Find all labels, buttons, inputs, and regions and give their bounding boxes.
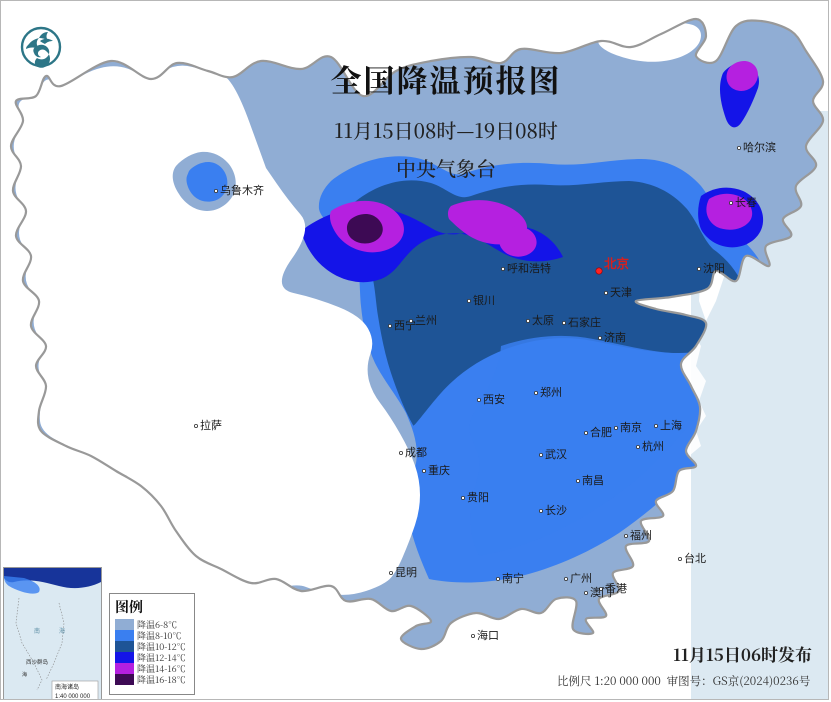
- svg-text:杭州: 杭州: [642, 439, 664, 453]
- svg-text:郑州: 郑州: [540, 385, 562, 399]
- svg-text:成都: 成都: [405, 446, 427, 459]
- svg-text:福州: 福州: [630, 528, 652, 542]
- svg-text:呼和浩特: 呼和浩特: [507, 261, 551, 275]
- svg-text:太原: 太原: [532, 314, 554, 327]
- svg-text:南昌: 南昌: [582, 474, 604, 487]
- svg-text:长沙: 长沙: [545, 504, 567, 517]
- svg-text:昆明: 昆明: [395, 566, 417, 579]
- svg-text:石家庄: 石家庄: [568, 315, 601, 329]
- svg-text:兰州: 兰州: [415, 314, 437, 327]
- svg-text:上海: 上海: [660, 418, 682, 432]
- svg-text:长春: 长春: [735, 196, 757, 209]
- svg-text:南京: 南京: [620, 420, 642, 434]
- svg-text:北京: 北京: [604, 256, 630, 271]
- svg-text:天津: 天津: [610, 286, 632, 299]
- svg-text:武汉: 武汉: [545, 448, 567, 461]
- svg-text:重庆: 重庆: [428, 463, 450, 477]
- svg-text:贵阳: 贵阳: [467, 491, 489, 504]
- svg-text:银川: 银川: [473, 293, 495, 307]
- svg-text:济南: 济南: [604, 330, 626, 344]
- svg-text:沈阳: 沈阳: [703, 261, 725, 275]
- svg-text:南宁: 南宁: [502, 571, 524, 585]
- svg-text:台北: 台北: [684, 551, 706, 565]
- svg-text:哈尔滨: 哈尔滨: [743, 140, 776, 154]
- svg-text:乌鲁木齐: 乌鲁木齐: [220, 183, 264, 197]
- svg-text:合肥: 合肥: [590, 425, 612, 439]
- svg-text:广州: 广州: [570, 572, 592, 585]
- svg-text:澳门: 澳门: [590, 585, 612, 599]
- svg-text:海口: 海口: [477, 628, 499, 642]
- svg-text:西安: 西安: [483, 392, 505, 406]
- svg-text:拉萨: 拉萨: [200, 418, 222, 432]
